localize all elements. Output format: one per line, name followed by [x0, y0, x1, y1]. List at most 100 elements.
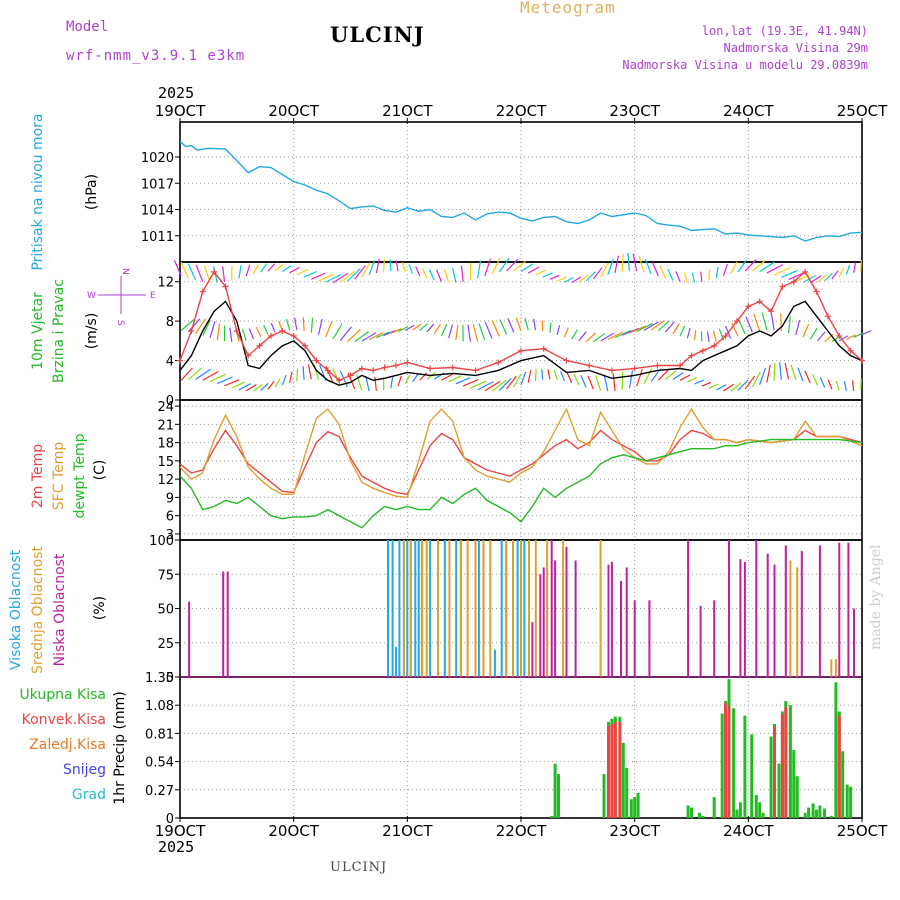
location-label: lon,lat (19.3E, 41.94N) [701, 24, 868, 38]
y-tick-label: 1020 [141, 151, 174, 166]
bar-srednja-oblacnost [789, 560, 792, 677]
wind-barb [751, 371, 761, 388]
bar-niska-oblacnost [610, 561, 613, 677]
bar-ukupna-kisa [803, 812, 807, 818]
wind-barb [332, 323, 343, 340]
model-altitude-label: Nadmorska Visina u modelu 29.0839m [622, 58, 868, 72]
wind-barb [419, 372, 428, 381]
wind-barb [587, 375, 594, 390]
wind-barb [302, 366, 305, 380]
wind-barb [644, 258, 652, 275]
gust-marker [392, 362, 399, 369]
bar-ukupna-kisa [720, 713, 724, 818]
bar-niska-oblacnost [620, 581, 622, 677]
wind-barb [843, 381, 847, 392]
wind-barb [759, 261, 775, 273]
wind-barb [614, 329, 632, 339]
wind-barb [809, 327, 818, 340]
wind-barb [845, 264, 851, 275]
gust-marker [324, 367, 331, 374]
pressure-unit: (hPa) [84, 174, 100, 210]
bar-srednja-oblacnost [409, 540, 412, 677]
y-tick-label: 0 [166, 671, 174, 686]
wind-barb [515, 317, 522, 331]
wind-barb [700, 271, 703, 282]
gust-marker [245, 352, 252, 359]
wind-barb [694, 379, 705, 385]
wind-barb [553, 370, 558, 380]
wind-barb [802, 323, 810, 338]
wind-barb [339, 270, 355, 283]
time-label-top: 25OCT [837, 102, 888, 120]
wind-barb [274, 378, 281, 388]
bar-srednja-oblacnost [448, 540, 451, 677]
wind-barb [332, 272, 349, 284]
wind-barb [790, 364, 797, 380]
wind-barb [578, 274, 589, 283]
wind-barb [472, 324, 479, 342]
wind-barb [498, 257, 510, 273]
bar-ukupna-kisa [633, 797, 637, 818]
wind-barb [180, 319, 195, 331]
wind-barb [397, 326, 409, 333]
gust-marker [495, 359, 502, 366]
wind-barb [564, 276, 574, 283]
bar-visoka-oblacnost [429, 540, 432, 677]
wind-barb [547, 369, 551, 380]
wind-barb [255, 326, 262, 337]
wind-barb [675, 271, 681, 283]
wind-dir-label: Brzina i Pravac [51, 279, 67, 383]
wind-barb [441, 373, 453, 381]
wind-barb [390, 376, 394, 389]
time-label-top: 22OCT [496, 102, 547, 120]
y-tick-label: 0.27 [145, 784, 174, 799]
bar-ukupna-kisa [807, 807, 811, 818]
wind-barb [534, 369, 537, 381]
wind-barb [222, 266, 226, 282]
cloud-low-label: Niska Oblacnost [52, 553, 68, 666]
gust-marker [608, 367, 615, 374]
wind-barb [318, 273, 334, 282]
wind-barb [701, 381, 712, 387]
y-tick-label: 25 [157, 637, 174, 652]
wind-barb [390, 328, 402, 334]
bar-ukupna-kisa [629, 799, 633, 818]
gust-marker [518, 347, 524, 354]
wind-barb [455, 377, 471, 385]
gust-marker [381, 364, 388, 371]
gust-marker [790, 278, 797, 285]
bar-srednja-oblacnost [528, 540, 530, 677]
wind-barb [491, 257, 501, 275]
gust-marker [722, 332, 729, 339]
wind-barb [195, 318, 207, 334]
wind-barb [419, 323, 428, 331]
wind-barb [563, 327, 569, 338]
time-label-top: 19OCT [155, 102, 206, 120]
wind-barb [600, 332, 615, 342]
meteogram-title: Meteogram [520, 0, 616, 17]
bar-niska-oblacnost [847, 542, 850, 677]
bar-niska-oblacnost [539, 574, 542, 678]
wind-barb [612, 373, 616, 391]
wind-barb [659, 265, 667, 279]
bar-srednja-oblacnost [421, 540, 424, 677]
wind-barb [361, 262, 371, 278]
wind-barb [752, 259, 766, 272]
wind-barb [527, 370, 532, 383]
bar-visoka-oblacnost [455, 540, 458, 677]
wind-barb [499, 319, 508, 335]
wind-barb [595, 375, 602, 391]
y-tick-label: 8 [166, 315, 174, 330]
gust-marker [711, 342, 718, 349]
wind-barb [585, 271, 596, 282]
precip-axis-label: 1hr Precip (mm) [112, 691, 128, 804]
precip-legend-5: Grad [72, 787, 106, 803]
time-label-top: 24OCT [723, 102, 774, 120]
bar-ukupna-kisa [758, 802, 762, 818]
series-wind-speed-mean- [179, 300, 863, 386]
bar-ukupna-kisa [621, 742, 625, 818]
wind-barb [354, 331, 369, 343]
wind-barb [580, 375, 587, 388]
wind-barb [506, 258, 519, 272]
station-title: ULCINJ [330, 22, 425, 47]
